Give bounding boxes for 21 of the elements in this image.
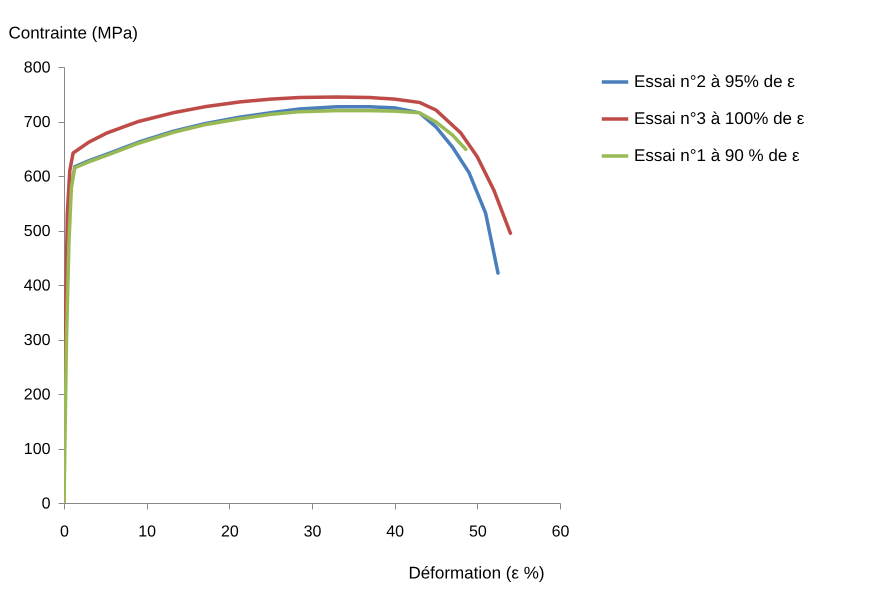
x-tick-label: 0 bbox=[60, 524, 70, 540]
x-tick-label: 30 bbox=[304, 524, 322, 540]
x-axis-title: Déformation (ε %) bbox=[408, 564, 544, 582]
legend-label: Essai n°1 à 90 % de ε bbox=[634, 146, 800, 165]
y-tick-label: 400 bbox=[24, 278, 51, 294]
x-tick-label: 10 bbox=[138, 524, 156, 540]
y-tick-label: 200 bbox=[24, 386, 51, 404]
y-tick-label: 500 bbox=[24, 223, 51, 240]
y-tick-label: 800 bbox=[24, 60, 51, 76]
y-tick-label: 600 bbox=[24, 168, 51, 186]
y-tick-label: 700 bbox=[24, 114, 51, 131]
y-tick-label: 100 bbox=[24, 441, 51, 458]
x-tick-label: 20 bbox=[220, 524, 239, 540]
x-tick-label: 40 bbox=[386, 524, 404, 540]
x-tick-label: 50 bbox=[468, 524, 487, 540]
legend-label: Essai n°2 à 95% de ε bbox=[634, 72, 796, 91]
y-axis-title: Contrainte (MPa) bbox=[8, 24, 138, 42]
y-tick-label: 0 bbox=[42, 496, 51, 512]
legend-label: Essai n°3 à 100% de ε bbox=[634, 109, 805, 128]
y-tick-label: 300 bbox=[24, 332, 51, 349]
x-tick-label: 60 bbox=[552, 524, 570, 540]
